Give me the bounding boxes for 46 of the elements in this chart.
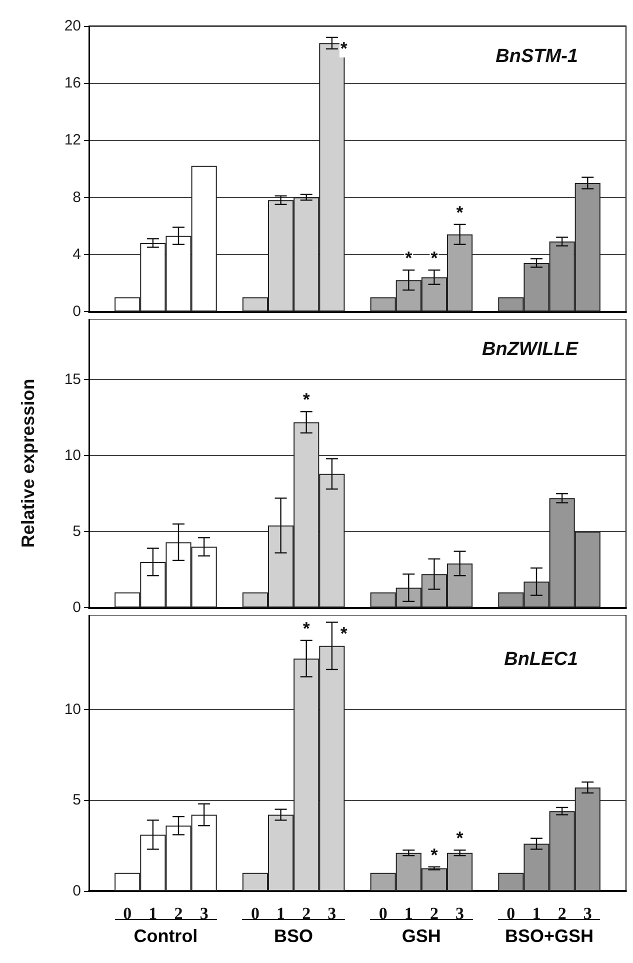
data-label: * — [302, 618, 310, 638]
y-tick-label: 5 — [72, 792, 81, 809]
data-label: * — [456, 828, 464, 848]
x-tick-label: 3 — [583, 904, 592, 923]
data-label: * — [430, 844, 438, 865]
x-tick-label: 1 — [148, 904, 158, 923]
x-tick-label: 3 — [456, 904, 464, 923]
x-tick-label: 0 — [123, 904, 132, 923]
x-tick-label: 0 — [378, 904, 388, 923]
data-label: * — [405, 248, 412, 268]
y-tick-label: 0 — [72, 599, 81, 616]
text: BSO — [274, 926, 314, 946]
x-tick-label: 3 — [200, 904, 208, 923]
data-label: * — [456, 202, 464, 222]
y-tick-label: 0 — [72, 882, 81, 900]
y-tick-label: 0 — [72, 303, 81, 320]
x-tick-label: 2 — [558, 904, 566, 923]
text: BnSTM-1 — [496, 46, 578, 67]
text: BSO+GSH — [505, 926, 594, 946]
y-tick-label: 4 — [72, 246, 81, 263]
data-label: * — [340, 38, 348, 58]
x-tick-label: 1 — [532, 904, 541, 923]
data-label: * — [340, 623, 348, 644]
y-tick-label: 10 — [64, 447, 81, 464]
y-axis-title: Relative expression — [18, 378, 38, 548]
text: BnZWILLE — [482, 339, 580, 360]
x-tick-label: 0 — [506, 904, 516, 923]
x-tick-label: 0 — [250, 904, 260, 923]
x-tick-label: 2 — [302, 904, 311, 923]
text: BnLEC1 — [504, 649, 578, 670]
y-tick-label: 12 — [64, 132, 81, 149]
x-tick-label: 2 — [430, 904, 438, 923]
x-tick-label: 3 — [328, 904, 336, 923]
x-tick-label: 1 — [276, 904, 286, 923]
y-tick-label: 8 — [72, 188, 81, 206]
y-tick-label: 15 — [64, 371, 81, 388]
y-tick-label: 5 — [72, 523, 81, 540]
y-tick-label: 20 — [64, 18, 81, 34]
data-label: * — [430, 248, 438, 268]
text: GSH — [402, 926, 441, 946]
data-label: * — [302, 390, 310, 410]
x-tick-label: 1 — [404, 904, 413, 923]
text: Control — [134, 926, 198, 946]
y-tick-label: 16 — [64, 74, 81, 92]
x-tick-label: 2 — [174, 904, 183, 923]
y-tick-label: 10 — [64, 700, 81, 718]
